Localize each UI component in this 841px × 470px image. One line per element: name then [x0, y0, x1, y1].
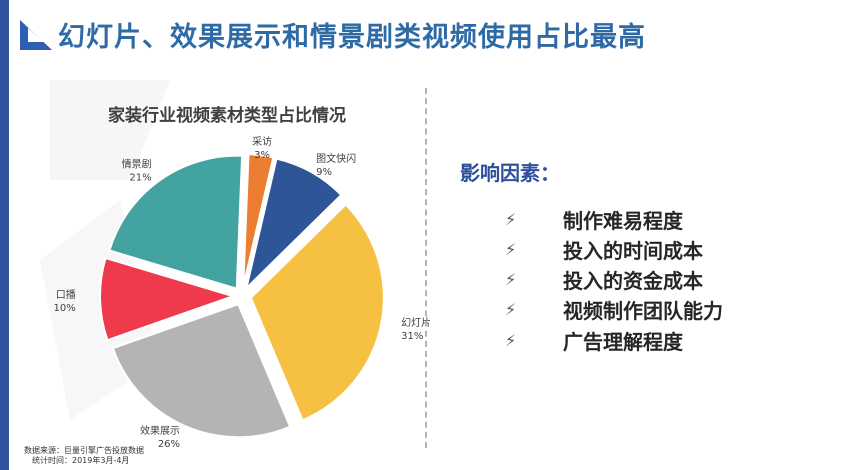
lightning-icon: ⚡	[505, 331, 517, 350]
pie-slice	[99, 256, 237, 342]
slice-label: 口播	[56, 288, 76, 301]
slice-value-label: 3%	[254, 150, 270, 161]
slice-label: 图文快闪	[316, 152, 356, 165]
slice-value-label: 10%	[54, 303, 76, 314]
slice-value-label: 9%	[316, 167, 332, 178]
source-line: 数据来源：巨量引擎广告投放数据	[24, 446, 144, 455]
slice-label: 幻灯片	[401, 316, 430, 329]
pie-slice	[111, 302, 292, 439]
factor-label: 广告理解程度	[563, 330, 683, 354]
slice-label: 情景剧	[122, 157, 152, 170]
slice-label: 效果展示	[140, 424, 180, 437]
pie-slice	[244, 157, 343, 292]
slice-label: 采访	[252, 136, 272, 148]
factor-label: 投入的资金成本	[563, 269, 703, 293]
title-logo-icon	[20, 20, 52, 50]
lightning-icon: ⚡	[505, 270, 517, 289]
pie-chart: 采访 3% 图文快闪 9% 幻灯片 31% 效果展示 26% 口播 10% 情景剧 21%	[54, 136, 430, 450]
pie-slice	[242, 153, 275, 288]
lightning-icon: ⚡	[505, 240, 517, 259]
factor-label: 投入的时间成本	[563, 239, 703, 263]
left-accent-bar	[0, 0, 9, 470]
pie-slice	[108, 154, 244, 291]
lightning-icon: ⚡	[505, 210, 517, 229]
pie-slice	[249, 203, 385, 422]
data-source-note: 数据来源：巨量引擎广告投放数据 统计时间：2019年3月-4月	[24, 446, 144, 466]
slice-value-label: 26%	[158, 439, 180, 450]
time-line: 统计时间：2019年3月-4月	[32, 456, 130, 465]
vertical-divider	[425, 88, 427, 448]
chart-title: 家装行业视频素材类型占比情况	[108, 106, 346, 126]
factors-heading: 影响因素：	[460, 161, 560, 185]
slice-value-label: 21%	[129, 172, 151, 183]
factor-label: 制作难易程度	[563, 209, 683, 233]
lightning-icon: ⚡	[505, 300, 517, 319]
factor-label: 视频制作团队能力	[563, 299, 723, 323]
slice-value-label: 31%	[401, 331, 423, 342]
page-title: 幻灯片、效果展示和情景剧类视频使用占比最高	[58, 22, 646, 53]
